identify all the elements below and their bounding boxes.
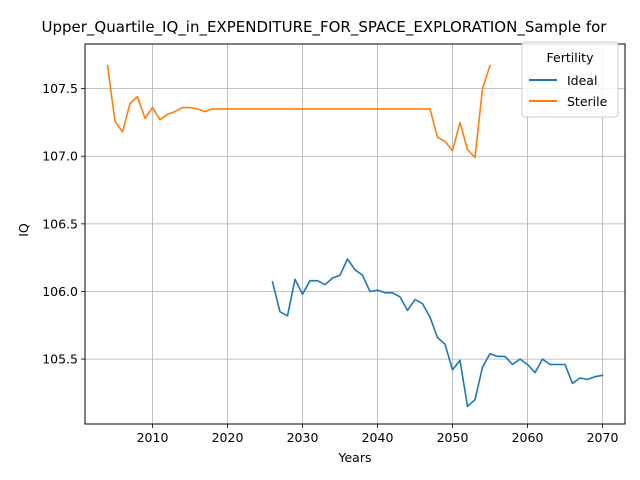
y-axis-title: IQ <box>16 223 31 237</box>
series-lines <box>106 64 604 408</box>
x-axis-title: Years <box>338 450 372 465</box>
y-tick-label: 106.5 <box>42 216 78 231</box>
legend-box <box>521 41 619 118</box>
legend-label-sterile: Sterile <box>567 94 608 109</box>
x-tick-label: 2020 <box>212 430 244 445</box>
x-tick-label: 2050 <box>437 430 469 445</box>
legend: Fertility Ideal Sterile <box>521 41 619 118</box>
x-tick-label: 2010 <box>137 430 169 445</box>
legend-title: Fertility <box>547 50 595 65</box>
y-tick-label: 106.0 <box>42 284 78 299</box>
ticks: 2010 2020 2030 2040 2050 2060 2070 105.5 106.0 10… <box>42 81 618 445</box>
legend-label-ideal: Ideal <box>567 73 597 88</box>
series-line-ideal <box>271 258 604 408</box>
x-tick-label: 2040 <box>362 430 394 445</box>
axes-frame <box>84 43 626 425</box>
x-tick-label: 2070 <box>587 430 619 445</box>
chart-title: Upper_Quartile_IQ_in_EXPENDITURE_FOR_SPA… <box>42 18 608 37</box>
x-tick-label: 2030 <box>287 430 319 445</box>
series-line-sterile <box>106 64 492 159</box>
y-tick-label: 105.5 <box>42 352 78 367</box>
x-tick-label: 2060 <box>512 430 544 445</box>
y-tick-label: 107.0 <box>42 149 78 164</box>
y-tick-label: 107.5 <box>42 81 78 96</box>
